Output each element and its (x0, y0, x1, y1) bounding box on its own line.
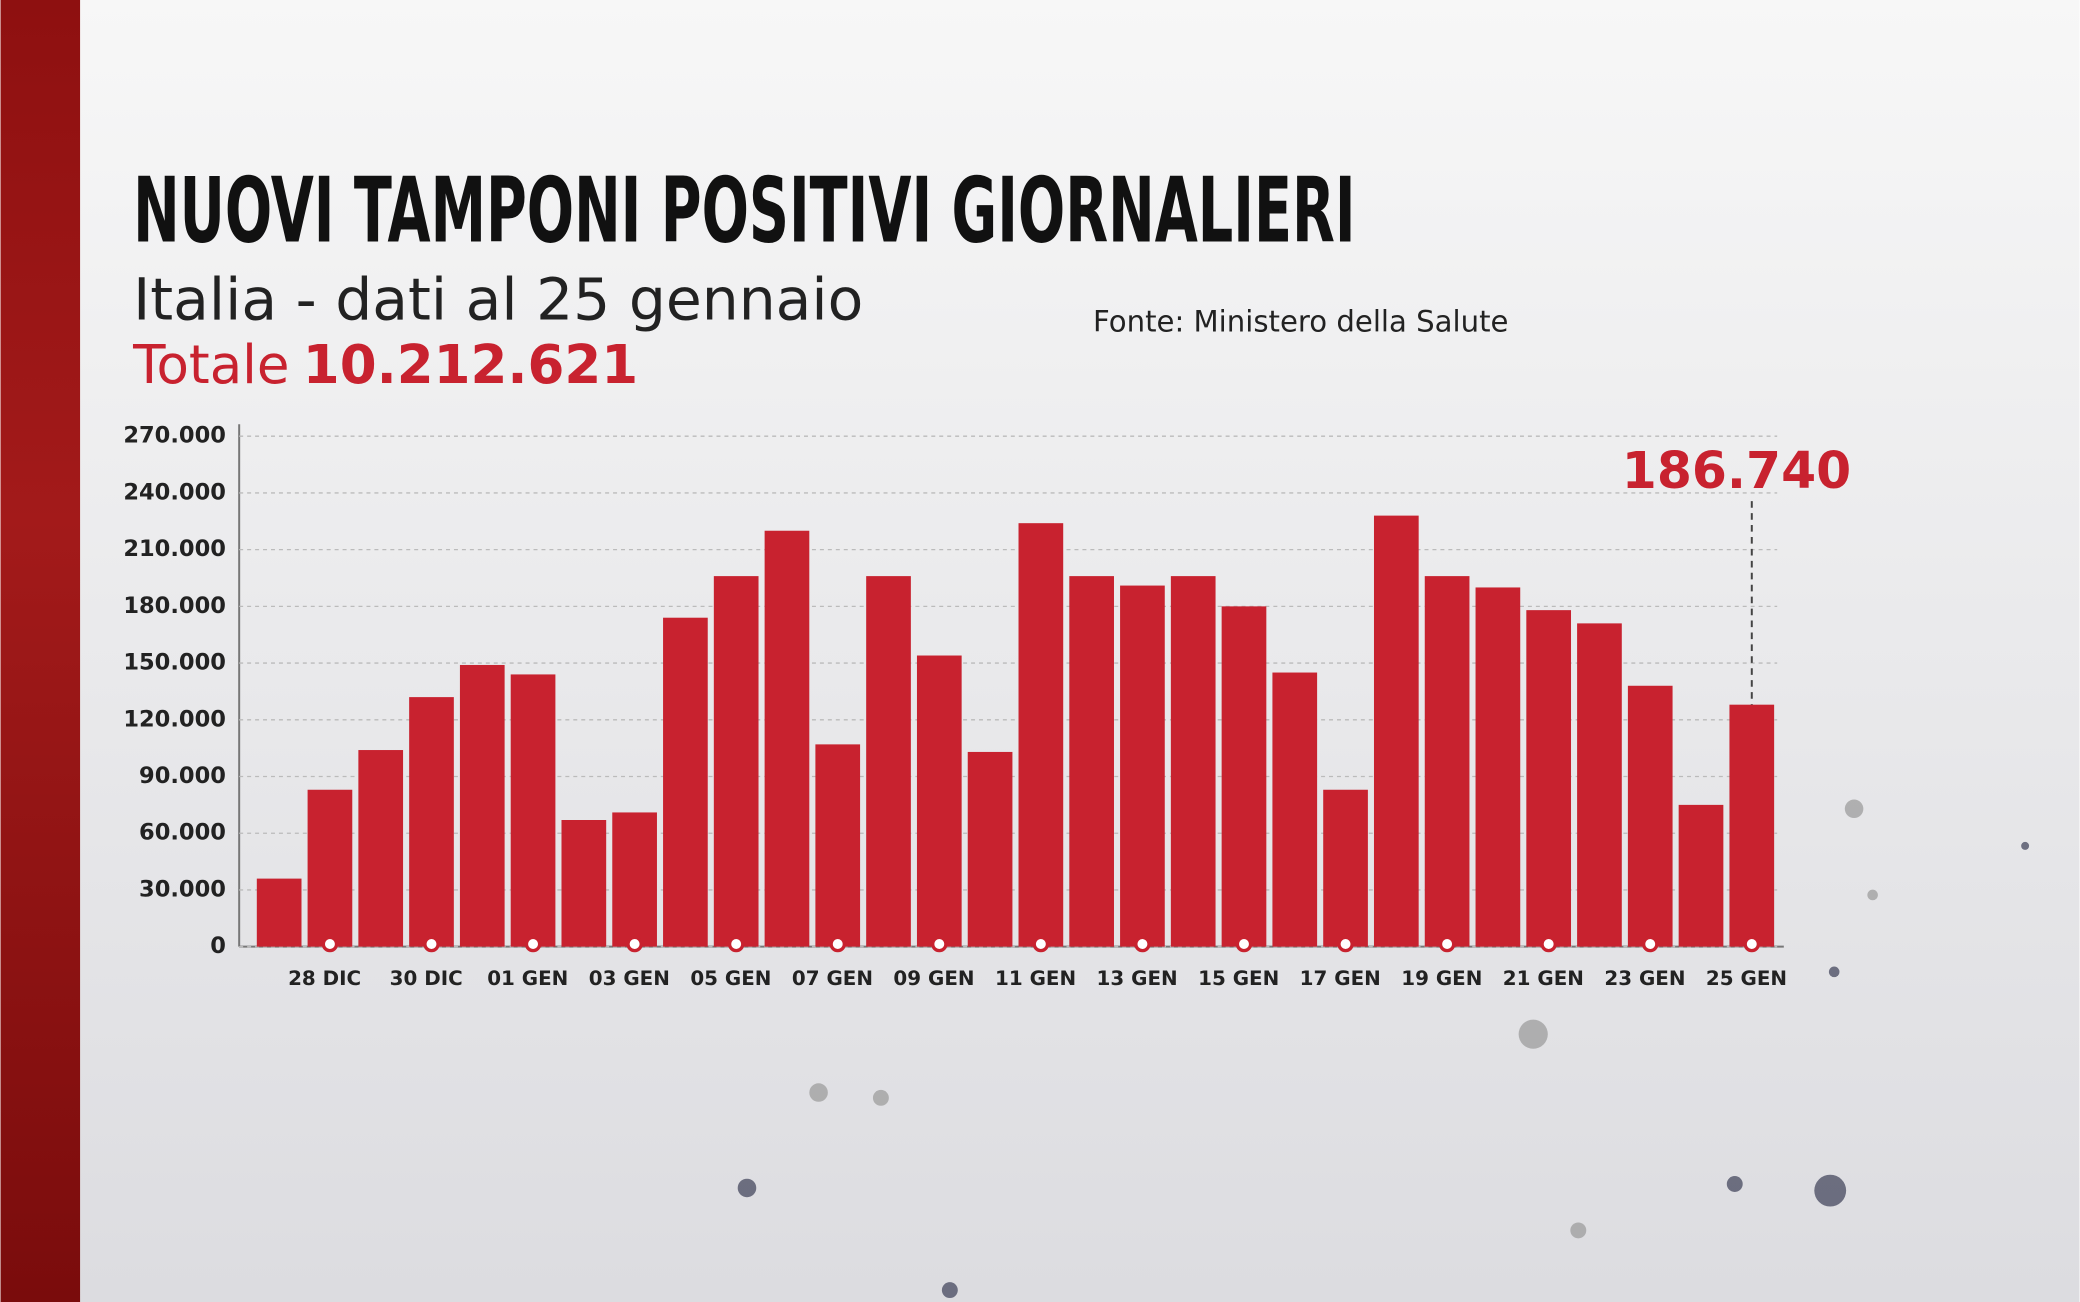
decor-dots (737, 799, 2030, 1299)
total-label: Totale (132, 334, 289, 396)
source: Fonte: Ministero della Salute (1093, 304, 1508, 338)
y-tick-label: 30.000 (139, 876, 226, 902)
bar (713, 576, 759, 947)
bar (612, 812, 657, 947)
total-value: 10.212.621 (303, 334, 638, 396)
x-tick-label: 17 GEN (1300, 967, 1381, 990)
x-tick-dot (931, 935, 948, 953)
y-tick-label: 240.000 (123, 479, 226, 505)
bar (1627, 685, 1673, 947)
x-tick-label: 03 GEN (589, 967, 670, 990)
bar (1729, 704, 1775, 947)
bar (510, 674, 556, 947)
x-tick-label: 21 GEN (1503, 967, 1584, 990)
total: Totale 10.212.621 (132, 334, 638, 396)
x-tick-label: 13 GEN (1097, 967, 1178, 990)
x-tick-label: 23 GEN (1604, 967, 1685, 990)
side-stripe (0, 0, 81, 1302)
bar (764, 530, 810, 947)
bar (307, 789, 353, 947)
annotation: 186.740 (1622, 441, 1851, 500)
bar (1120, 585, 1165, 947)
x-tick-dot (1540, 935, 1557, 953)
bar (916, 655, 962, 947)
x-tick-dot (1032, 935, 1050, 953)
y-tick-label: 150.000 (123, 650, 226, 676)
title: NUOVI TAMPONI POSITIVI GIORNALIERI (133, 158, 1355, 263)
y-tick-label: 270.000 (123, 423, 226, 449)
bar (1424, 576, 1470, 947)
subtitle: Italia - dati al 25 gennaio (133, 266, 863, 334)
bar (256, 878, 302, 947)
bar (967, 751, 1013, 947)
y-tick-label: 210.000 (123, 536, 226, 562)
x-tick-dot (727, 935, 745, 953)
x-tick-label: 25 GEN (1706, 967, 1787, 990)
x-tick-dot (1438, 935, 1456, 953)
x-tick-label: 15 GEN (1198, 967, 1279, 990)
y-tick-label: 180.000 (123, 593, 226, 619)
bar (561, 819, 607, 947)
x-tick-dot (321, 935, 339, 953)
x-tick-label: 28 DIC (288, 967, 361, 990)
bar (1323, 789, 1368, 947)
x-tick-dot (1743, 935, 1761, 953)
bar (1373, 515, 1419, 947)
y-tick-label: 60.000 (139, 820, 226, 846)
x-tick-dot (1235, 935, 1253, 953)
bar (1272, 672, 1318, 947)
x-tick-dot (829, 935, 847, 953)
x-tick-dot (423, 935, 440, 953)
y-tick-label: 0 (210, 933, 226, 959)
bar (815, 744, 861, 947)
x-tick-label: 11 GEN (995, 967, 1076, 990)
bar (409, 697, 454, 947)
x-tick-label: 01 GEN (487, 967, 568, 990)
y-tick-label: 120.000 (123, 706, 226, 732)
x-tick-label: 07 GEN (792, 967, 873, 990)
bar (1170, 576, 1216, 947)
x-tick-dot (524, 935, 542, 953)
x-tick-dot (1337, 935, 1354, 953)
y-tick-label: 90.000 (139, 763, 226, 789)
bar (1475, 587, 1521, 947)
bar (459, 664, 505, 947)
x-tick-dot (626, 935, 643, 953)
x-tick-label: 09 GEN (893, 967, 974, 990)
bar (1526, 610, 1572, 947)
bar (1221, 606, 1267, 947)
x-tick-label: 05 GEN (690, 967, 771, 990)
bar (1577, 623, 1622, 947)
x-tick-dot (1641, 935, 1659, 953)
bar (358, 750, 404, 947)
bar (1018, 523, 1064, 947)
bar (1678, 804, 1724, 947)
bar (866, 576, 911, 947)
bar (663, 617, 708, 947)
x-tick-dot (1134, 935, 1151, 953)
x-tick-label: 30 DIC (390, 967, 463, 990)
bar (1069, 576, 1114, 947)
x-tick-label: 19 GEN (1401, 967, 1482, 990)
